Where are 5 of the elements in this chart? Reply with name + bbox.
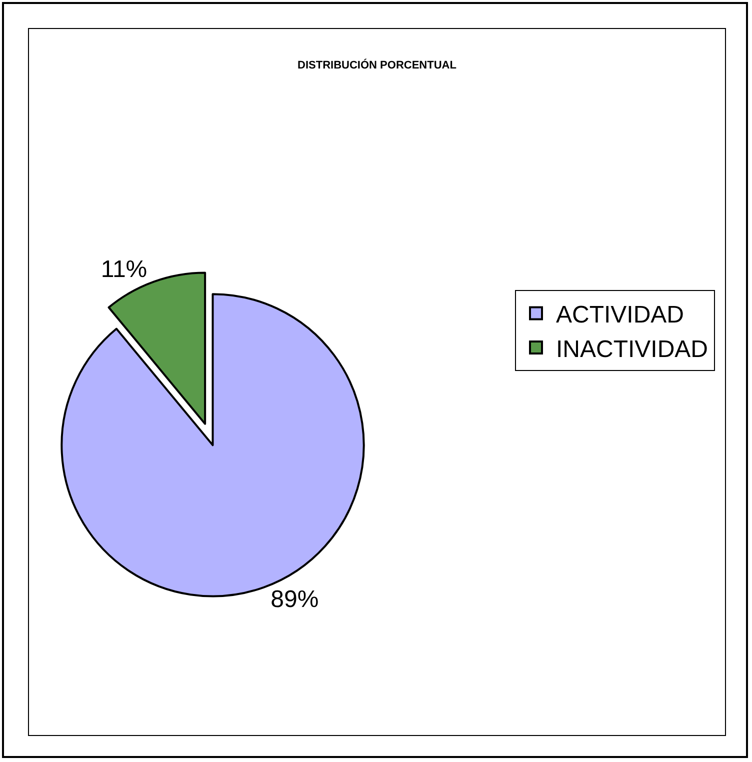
- data-label: 89%: [270, 586, 319, 613]
- legend-label: INACTIVIDAD: [556, 336, 708, 363]
- chart-title: DISTRIBUCIÓN PORCENTUAL: [298, 58, 457, 72]
- legend-label: ACTIVIDAD: [556, 302, 684, 329]
- data-label: 11%: [100, 256, 148, 284]
